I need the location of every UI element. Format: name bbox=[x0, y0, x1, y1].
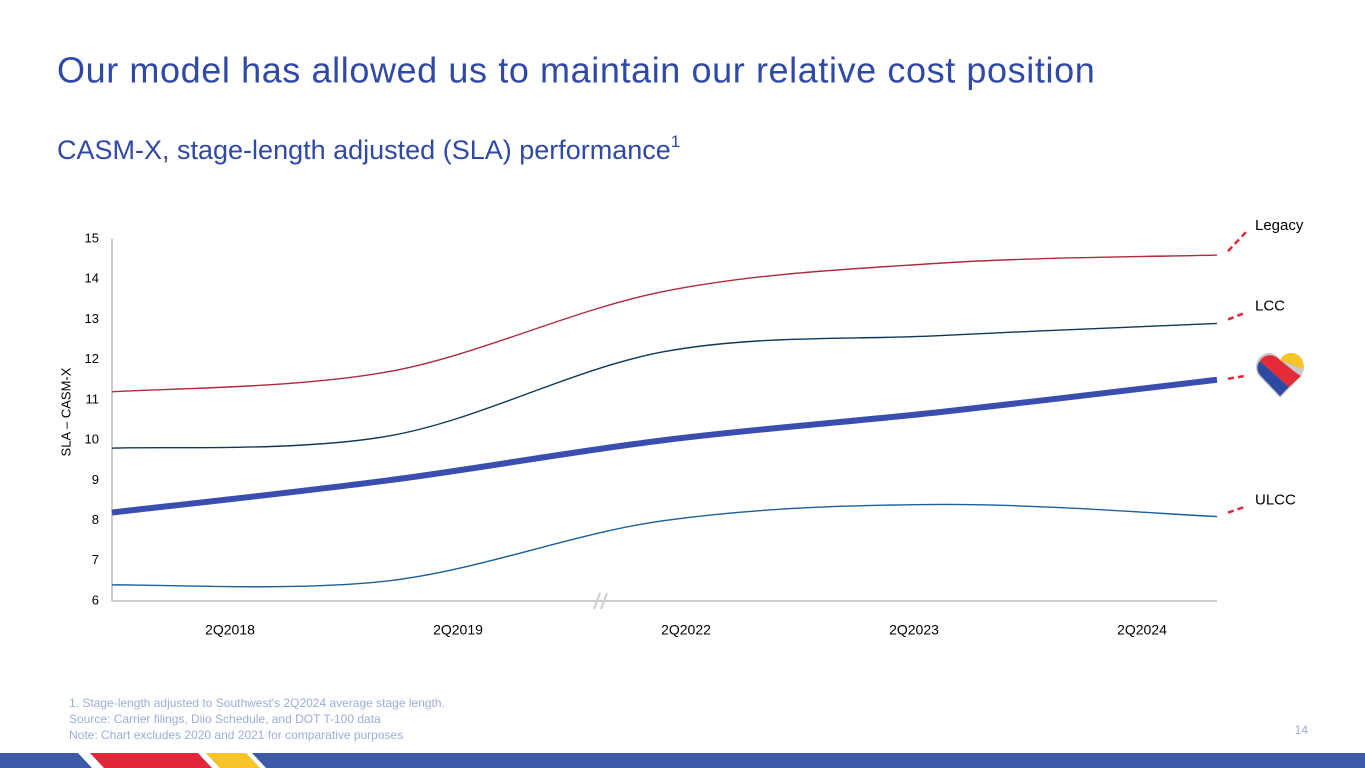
y-axis-label: SLA – CASM-X bbox=[58, 367, 73, 456]
y-tick-label: 15 bbox=[85, 230, 99, 245]
connector bbox=[1227, 374, 1247, 381]
footnote: Note: Chart excludes 2020 and 2021 for c… bbox=[69, 728, 403, 742]
footnotes: 1. Stage-length adjusted to Southwest's … bbox=[69, 696, 445, 742]
logo-red bbox=[1260, 355, 1301, 387]
connector bbox=[1227, 505, 1247, 514]
break-line bbox=[600, 592, 608, 610]
axis-break bbox=[593, 592, 608, 610]
footnote-mark: 1 bbox=[671, 132, 680, 151]
page-number: 14 bbox=[1295, 723, 1309, 737]
x-tick-label: 2Q2019 bbox=[433, 622, 483, 638]
subtitle-text: CASM-X, stage-length adjusted (SLA) perf… bbox=[57, 135, 671, 165]
stripe bbox=[198, 753, 220, 768]
series-label: ULCC bbox=[1255, 492, 1296, 509]
series-line bbox=[111, 376, 1218, 516]
plot: 6 7 8 9 10 11 12 13 14 15 2Q2018 2Q2019 2Q2022 2Q2023… bbox=[85, 217, 1304, 638]
stripe bbox=[90, 753, 212, 768]
footnote: 1. Stage-length adjusted to Southwest's … bbox=[69, 696, 445, 710]
y-tick-label: 9 bbox=[92, 472, 99, 487]
stripe bbox=[206, 753, 260, 768]
connector bbox=[1227, 231, 1247, 252]
x-tick-label: 2Q2023 bbox=[889, 622, 939, 638]
y-tick-label: 7 bbox=[92, 552, 99, 567]
logo-yellow bbox=[1280, 353, 1304, 369]
stripe bbox=[246, 753, 266, 768]
y-tick-label: 8 bbox=[92, 512, 99, 527]
subtitle: CASM-X, stage-length adjusted (SLA) perf… bbox=[57, 132, 680, 165]
x-tick-label: 2Q2024 bbox=[1117, 622, 1167, 638]
y-tick-label: 10 bbox=[85, 432, 99, 447]
slide-title: Our model has allowed us to maintain our… bbox=[57, 50, 1095, 91]
x-tick-label: 2Q2018 bbox=[205, 622, 255, 638]
southwest-logo bbox=[1255, 353, 1305, 398]
y-tick-label: 12 bbox=[85, 351, 99, 366]
footer-bar bbox=[0, 753, 1365, 768]
footer-stripe bbox=[0, 753, 1365, 768]
y-tick-label: 6 bbox=[92, 592, 99, 607]
series-label: Legacy bbox=[1255, 217, 1304, 234]
series-label: LCC bbox=[1255, 297, 1285, 314]
series-line bbox=[111, 322, 1218, 449]
footnote: Source: Carrier filings, Diio Schedule, … bbox=[69, 712, 381, 726]
break-line bbox=[593, 592, 601, 610]
y-tick-label: 14 bbox=[85, 271, 99, 286]
y-tick-label: 13 bbox=[85, 311, 99, 326]
series-line bbox=[111, 503, 1218, 588]
logo-blue bbox=[1257, 361, 1289, 396]
y-tick-label: 11 bbox=[86, 391, 100, 406]
connector bbox=[1227, 311, 1247, 321]
x-tick-label: 2Q2022 bbox=[661, 622, 711, 638]
series-line bbox=[111, 254, 1218, 393]
